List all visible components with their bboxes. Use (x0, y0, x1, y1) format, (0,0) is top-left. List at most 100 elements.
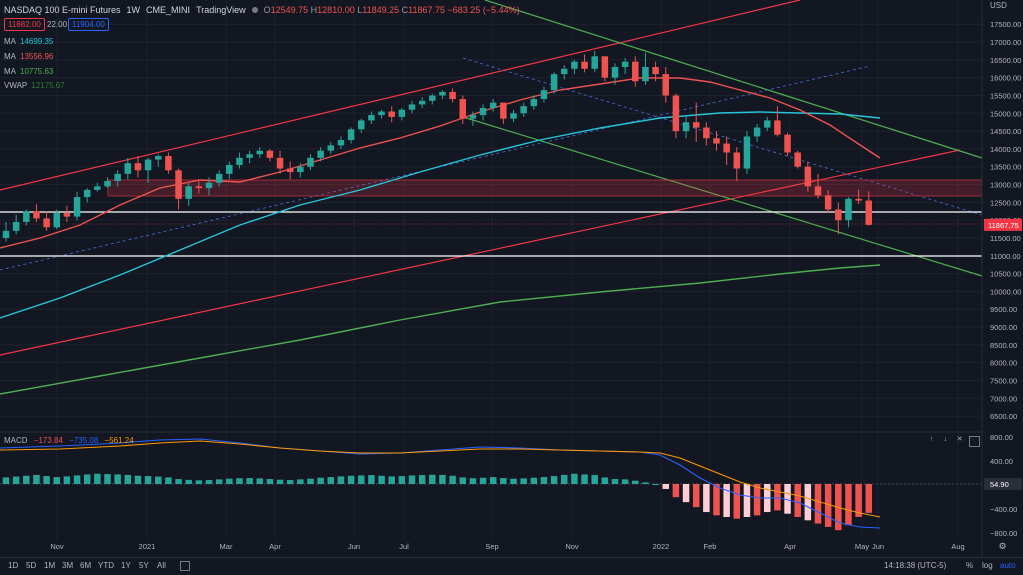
green-upper-trend-line[interactable] (484, 0, 983, 159)
indicator-vwap[interactable]: VWAP 12175.67 (4, 81, 65, 90)
candle[interactable] (520, 102, 527, 117)
pane-up-icon[interactable]: ↑ (929, 436, 934, 443)
candle[interactable] (104, 177, 111, 189)
symbol-name[interactable]: NASDAQ 100 E-mini Futures (4, 5, 121, 15)
green-lower-trend-line[interactable] (462, 116, 983, 277)
red-lower-channel-line[interactable] (0, 149, 961, 356)
indicator-ma-cyan[interactable]: MA 14699.35 (4, 37, 54, 46)
candle[interactable] (703, 122, 710, 146)
candle[interactable] (94, 182, 101, 192)
timeframe-6m[interactable]: 6M (80, 561, 92, 570)
candle[interactable] (368, 111, 375, 124)
macd-legend[interactable]: MACD −173.84 −735.08 −561.24 (4, 436, 134, 445)
bid-button[interactable]: 11882.00 (4, 18, 45, 31)
candle[interactable] (266, 148, 274, 162)
time-axis[interactable]: Nov 2021 Mar Apr Jun Jul Sep Nov 2022 Feb Apr May Ju… (50, 542, 964, 551)
candle[interactable] (358, 118, 365, 133)
timeframe-5d[interactable]: 5D (26, 561, 37, 570)
candle[interactable] (743, 131, 751, 174)
red-upper-channel-line[interactable] (0, 0, 801, 191)
timeframe-all[interactable]: All (157, 561, 166, 570)
candle[interactable] (337, 136, 345, 149)
candle[interactable] (682, 116, 690, 139)
auto-toggle[interactable]: auto (1000, 561, 1016, 570)
candle[interactable] (215, 170, 223, 187)
candle[interactable] (814, 173, 822, 199)
candle[interactable] (256, 147, 264, 158)
candle[interactable] (500, 102, 507, 124)
candle[interactable] (429, 93, 436, 105)
candle[interactable] (307, 154, 314, 171)
timeframe-1m[interactable]: 1M (44, 561, 56, 570)
candle[interactable] (175, 168, 182, 210)
candle[interactable] (723, 136, 730, 165)
candle[interactable] (388, 106, 395, 123)
price-axis[interactable]: USD 17500.00 17000.00 16500.00 16000.00 1550… (981, 0, 1023, 557)
candle[interactable] (43, 211, 50, 231)
pane-maximize-icon[interactable] (969, 436, 980, 447)
candle[interactable] (865, 191, 873, 226)
calendar-icon[interactable] (180, 561, 190, 571)
percent-toggle[interactable]: % (966, 561, 974, 570)
candle[interactable] (246, 150, 253, 164)
indicator-ma-red[interactable]: MA 13556.96 (4, 52, 54, 61)
timeframe-5y[interactable]: 5Y (139, 561, 149, 570)
candle[interactable] (418, 97, 426, 108)
candle[interactable] (692, 102, 700, 142)
settings-gear-icon[interactable]: ⚙ (998, 541, 1007, 551)
candle[interactable] (2, 221, 10, 242)
candle[interactable] (83, 188, 91, 203)
candle[interactable] (114, 170, 121, 187)
timeframe-1d[interactable]: 1D (8, 561, 19, 570)
candle[interactable] (733, 147, 741, 181)
ma-cyan-line[interactable] (0, 111, 881, 319)
candle[interactable] (195, 179, 203, 194)
candle[interactable] (530, 95, 538, 110)
candle[interactable] (134, 156, 142, 178)
clock-label[interactable]: 14:18:38 (UTC-5) (884, 561, 947, 570)
candle[interactable] (236, 152, 243, 169)
candle[interactable] (23, 209, 30, 226)
pane-down-icon[interactable]: ↓ (943, 436, 948, 443)
candle[interactable] (327, 141, 335, 155)
candle[interactable] (764, 116, 771, 132)
candle[interactable] (784, 132, 791, 157)
candle[interactable] (449, 88, 456, 103)
candle[interactable] (378, 109, 385, 119)
interval-label[interactable]: 1W (126, 5, 141, 15)
candle[interactable] (347, 127, 355, 144)
candle[interactable] (73, 191, 81, 221)
candle[interactable] (774, 106, 781, 137)
candle[interactable] (632, 56, 639, 87)
candle[interactable] (185, 182, 192, 206)
candle[interactable] (845, 197, 852, 228)
candle[interactable] (205, 177, 213, 196)
ask-button[interactable]: 11904.00 (68, 18, 109, 31)
indicator-ma-green[interactable]: MA 10775.63 (4, 67, 54, 76)
candle[interactable] (317, 147, 324, 162)
candle[interactable] (489, 99, 497, 112)
candle[interactable] (662, 66, 670, 103)
candle[interactable] (571, 59, 578, 75)
candle[interactable] (753, 123, 761, 142)
candle[interactable] (469, 111, 477, 126)
candle[interactable] (286, 161, 294, 180)
candle[interactable] (855, 189, 862, 205)
candle[interactable] (835, 202, 842, 235)
candle[interactable] (124, 157, 132, 180)
candle[interactable] (144, 157, 152, 183)
candle[interactable] (63, 205, 71, 222)
candle[interactable] (581, 54, 588, 73)
candle[interactable] (591, 50, 598, 73)
candle[interactable] (165, 152, 172, 174)
blue-dashed-line-2[interactable] (462, 57, 983, 216)
ma-green-line[interactable] (0, 264, 881, 395)
candle[interactable] (408, 100, 416, 114)
candle[interactable] (550, 72, 558, 94)
candle[interactable] (33, 204, 40, 222)
candle[interactable] (540, 86, 548, 103)
candle[interactable] (479, 104, 487, 121)
candle[interactable] (561, 65, 568, 80)
candle[interactable] (53, 209, 61, 230)
